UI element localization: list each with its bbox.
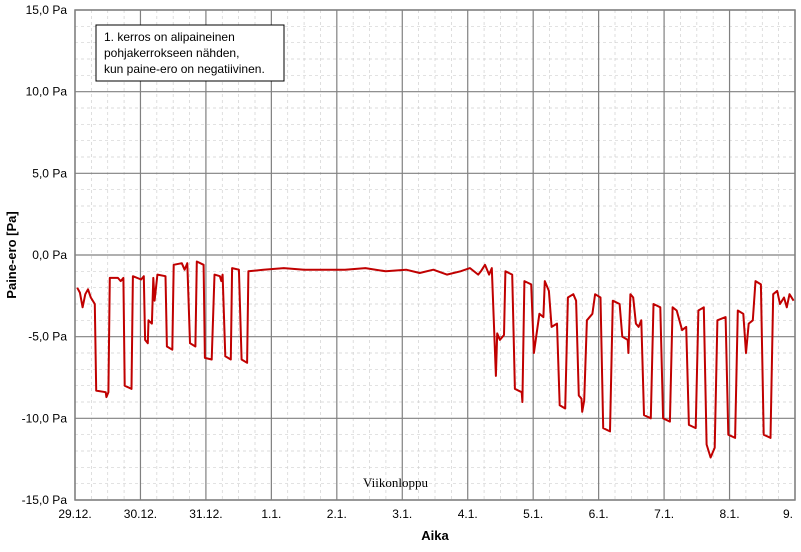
y-tick-label: -5,0 Pa	[28, 330, 67, 344]
y-tick-label: 15,0 Pa	[26, 3, 68, 17]
x-tick-label: 31.12.	[189, 507, 222, 521]
y-tick-label: 5,0 Pa	[32, 166, 67, 180]
x-tick-label: 29.12.	[58, 507, 91, 521]
x-tick-label: 1.1.	[261, 507, 281, 521]
x-tick-label: 7.1.	[654, 507, 674, 521]
x-tick-label: 5.1.	[523, 507, 543, 521]
y-tick-label: -15,0 Pa	[22, 493, 68, 507]
x-tick-label: 6.1.	[589, 507, 609, 521]
x-tick-label: 9.	[783, 507, 793, 521]
annotation-text: kun paine-ero on negatiivinen.	[104, 62, 265, 76]
y-tick-label: 0,0 Pa	[32, 248, 67, 262]
x-tick-label: 2.1.	[327, 507, 347, 521]
annotation-text: pohjakerrokseen nähden,	[104, 46, 239, 60]
x-tick-label: 8.1.	[720, 507, 740, 521]
x-tick-label: 4.1.	[458, 507, 478, 521]
caption-text: Viikonloppu	[363, 475, 428, 490]
annotation-text: 1. kerros on alipaineinen	[104, 30, 235, 44]
chart-container: -15,0 Pa -10,0 Pa -5,0 Pa 0,0 Pa 5,0 Pa 10,0 …	[0, 0, 801, 552]
chart-svg: -15,0 Pa -10,0 Pa -5,0 Pa 0,0 Pa 5,0 Pa 10,0 …	[0, 0, 801, 552]
y-axis-title: Paine-ero [Pa]	[4, 211, 19, 298]
y-tick-label: -10,0 Pa	[22, 411, 68, 425]
x-tick-label: 30.12.	[124, 507, 157, 521]
y-tick-label: 10,0 Pa	[26, 85, 68, 99]
x-axis-title: Aika	[421, 528, 449, 543]
x-tick-label: 3.1.	[392, 507, 412, 521]
